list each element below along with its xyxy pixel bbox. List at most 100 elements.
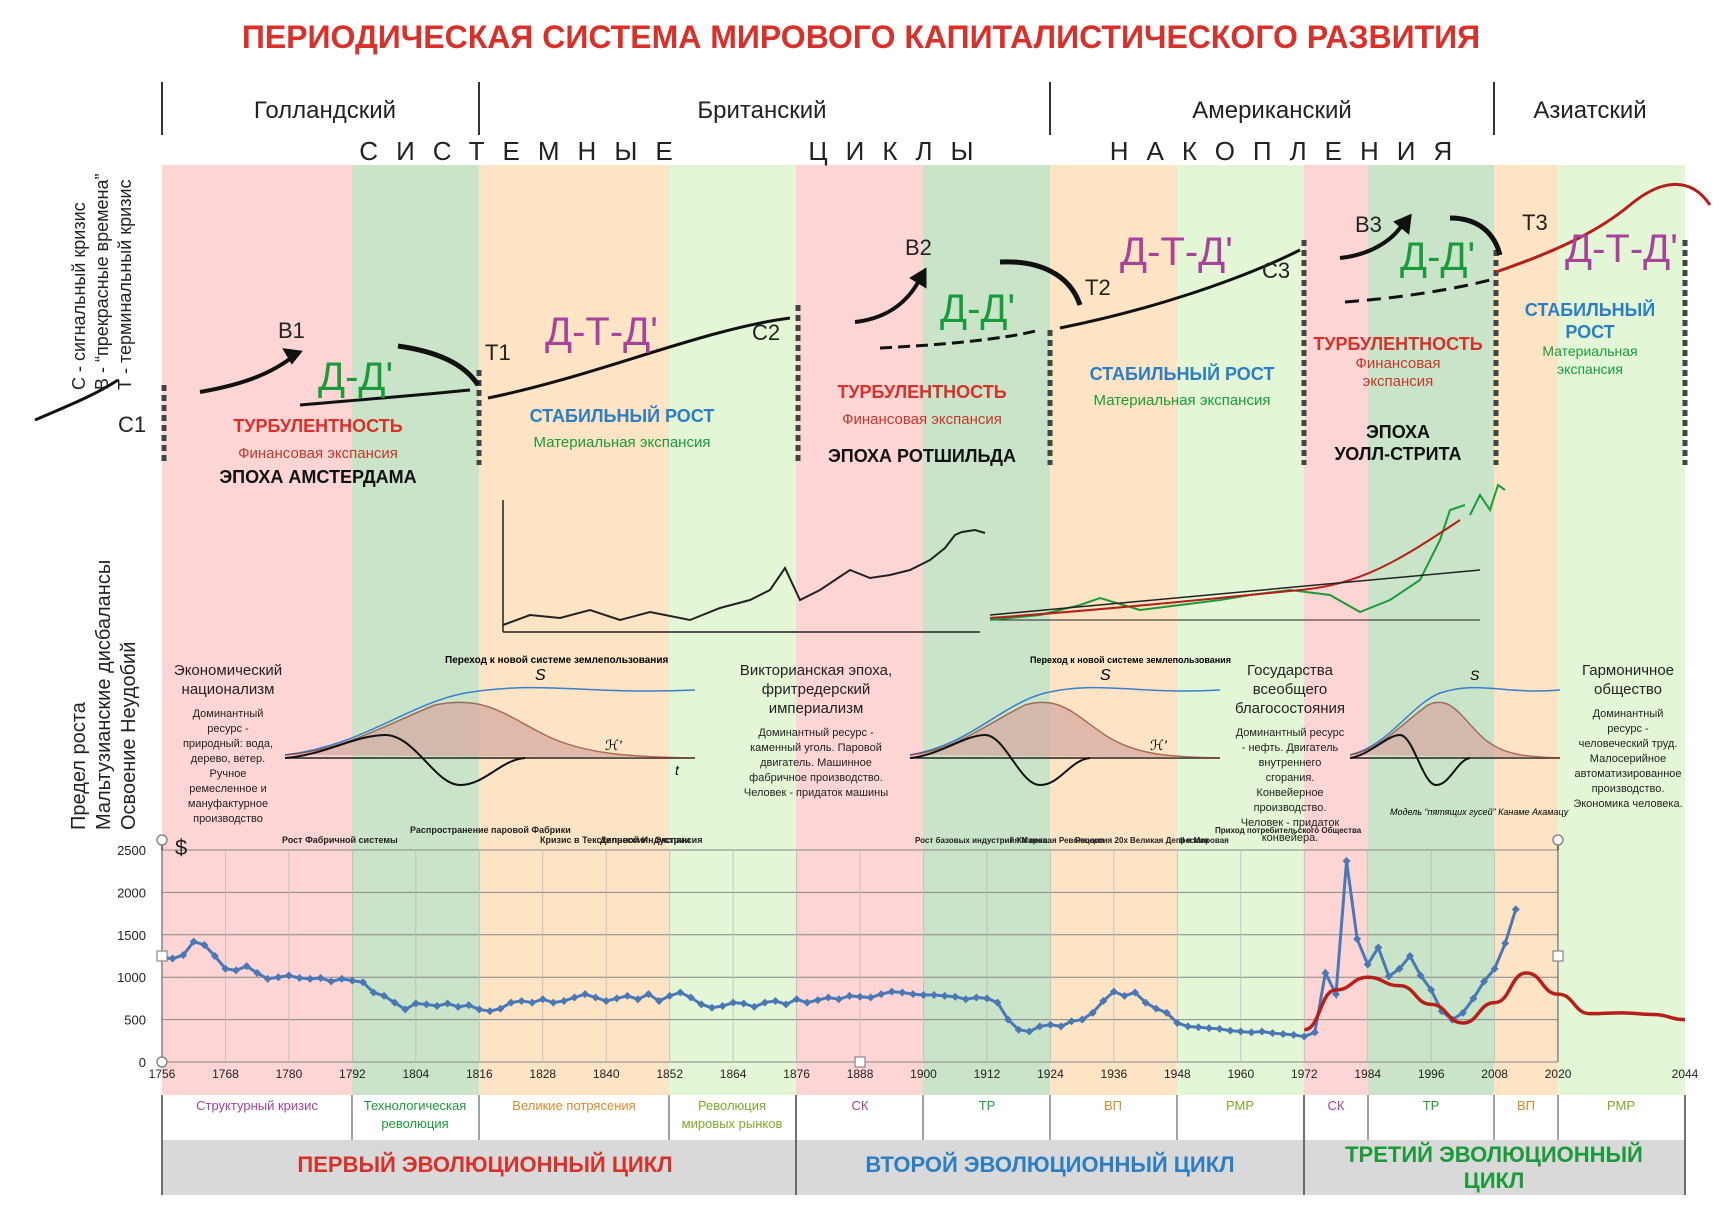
x-tick-3: 1792 bbox=[339, 1067, 366, 1081]
price-point bbox=[845, 991, 854, 1000]
band-rmr-1b: мировых рынков bbox=[682, 1116, 783, 1131]
band-tr-1a: Технологическая bbox=[364, 1098, 467, 1113]
econ_nat_sub-line-0: Доминантный bbox=[193, 708, 264, 720]
welfare_sub-line-5: производство. bbox=[1254, 802, 1327, 814]
label-t1: T1 bbox=[485, 340, 511, 365]
price-point bbox=[559, 996, 568, 1005]
price-point bbox=[856, 992, 865, 1001]
cycle-american: Американский bbox=[1192, 97, 1352, 124]
price-point bbox=[1173, 1018, 1182, 1027]
w2-event-3: Великая Депрессия bbox=[1130, 836, 1209, 845]
welfare-line-1: всеобщего bbox=[1253, 681, 1328, 698]
bg-rmr-3 bbox=[1558, 165, 1685, 1095]
wave-2: S ℋ' Переход к новой системе землепользо… bbox=[909, 655, 1231, 787]
x-tick-0: 1756 bbox=[149, 1067, 176, 1081]
axis-knob-1[interactable] bbox=[156, 1056, 168, 1068]
price-point bbox=[877, 990, 886, 999]
wave1-transition: Переход к новой системе землепользования bbox=[445, 655, 668, 666]
price-point bbox=[792, 995, 801, 1004]
y-tick-4: 2000 bbox=[117, 885, 146, 900]
axis-knob-2[interactable] bbox=[1552, 834, 1564, 846]
welfare_sub-line-1: - нефть. Двигатель bbox=[1242, 742, 1339, 754]
harmonic_sub-line-1: ресурс - bbox=[1607, 723, 1649, 735]
econ_nat_sub-line-3: дерево, ветер. bbox=[191, 753, 265, 765]
curve-c1-intro bbox=[34, 378, 119, 422]
welfare_sub-line-2: внутреннего bbox=[1259, 757, 1322, 769]
price-point bbox=[232, 966, 241, 975]
x-tick-19: 1984 bbox=[1354, 1067, 1381, 1081]
band-tr-3: ТР bbox=[1423, 1098, 1440, 1113]
bottom-phases: Структурный кризис Технологическая револ… bbox=[161, 1095, 1686, 1195]
evo-cycle-2: ВТОРОЙ ЭВОЛЮЦИОННЫЙ ЦИКЛ bbox=[865, 1152, 1234, 1177]
price-point bbox=[940, 991, 949, 1000]
curve-t1-c2 bbox=[487, 316, 791, 400]
price-point bbox=[1004, 1015, 1013, 1024]
arrow-t1 bbox=[397, 343, 481, 387]
stable-3b: РОСТ bbox=[1565, 322, 1614, 342]
welfare-line-0: Государства bbox=[1247, 662, 1334, 679]
x-handle[interactable] bbox=[854, 1056, 866, 1068]
price-point bbox=[686, 993, 695, 1002]
price-point bbox=[581, 990, 590, 999]
axis-knob-0[interactable] bbox=[156, 834, 168, 846]
band-rmr-3: РМР bbox=[1607, 1098, 1635, 1113]
label-t2: T2 bbox=[1085, 275, 1111, 300]
x-tick-17: 1960 bbox=[1227, 1067, 1254, 1081]
price-point bbox=[411, 999, 420, 1008]
price-point bbox=[1046, 1020, 1055, 1029]
price-point bbox=[1257, 1027, 1266, 1036]
price-point bbox=[1268, 1029, 1277, 1038]
price-point bbox=[1078, 1015, 1087, 1024]
price-point bbox=[507, 998, 516, 1007]
price-point bbox=[676, 988, 685, 997]
price-point bbox=[1384, 972, 1393, 981]
formula-dd-1: Д-Д' bbox=[318, 355, 393, 399]
price-point bbox=[253, 968, 262, 977]
curve-b3-dashed bbox=[1344, 278, 1491, 304]
label-b2: B2 bbox=[905, 235, 932, 260]
welfare-line-2: благосостояния bbox=[1235, 700, 1345, 717]
axis-handle-1[interactable] bbox=[1552, 950, 1564, 962]
x-tick-1: 1768 bbox=[212, 1067, 239, 1081]
price-point bbox=[1363, 960, 1372, 969]
w2-event-5: Приход потребительского Общества bbox=[1215, 826, 1362, 835]
price-point bbox=[729, 998, 738, 1007]
harmonic_sub-line-3: Малосерийное bbox=[1590, 753, 1666, 765]
price-point bbox=[633, 995, 642, 1004]
price-point bbox=[1141, 998, 1150, 1007]
x-tick-11: 1888 bbox=[847, 1067, 874, 1081]
price-point bbox=[1310, 1028, 1319, 1037]
price-point bbox=[221, 964, 230, 973]
price-point bbox=[591, 993, 600, 1002]
econ_nat-line-0: Экономический bbox=[174, 662, 282, 679]
x-tick-22: 2020 bbox=[1545, 1067, 1572, 1081]
fin-exp-2: Финансовая экспансия bbox=[842, 411, 1002, 428]
price-point bbox=[1247, 1028, 1256, 1037]
bg-tr-2 bbox=[923, 165, 1050, 1095]
turbulence-3: ТУРБУЛЕНТНОСТЬ bbox=[1313, 334, 1482, 354]
harmonic-line-1: общество bbox=[1594, 681, 1662, 698]
price-point bbox=[1215, 1024, 1224, 1033]
band-tr-1b: революция bbox=[381, 1116, 448, 1131]
w1-event-2: Кризис в Текстильной Индустрии bbox=[540, 835, 690, 845]
y-tick-5: 2500 bbox=[117, 843, 146, 858]
wave-3: S Модель “пятящих гусей” Канаме Акамацу bbox=[1349, 667, 1569, 817]
x-tick-21: 2008 bbox=[1481, 1067, 1508, 1081]
axis-handle-0[interactable] bbox=[156, 950, 168, 962]
price-point bbox=[993, 998, 1002, 1007]
price-point bbox=[1025, 1027, 1034, 1036]
price-point bbox=[1014, 1025, 1023, 1034]
evo-cycle-3a: ТРЕТИЙ ЭВОЛЮЦИОННЫЙ bbox=[1345, 1142, 1643, 1167]
w2-event-1: I я Мировая Революция bbox=[1010, 836, 1105, 845]
price-point bbox=[1416, 971, 1425, 980]
wave1-h2: ℋ' bbox=[605, 737, 623, 753]
welfare_sub-line-0: Доминантный ресурс bbox=[1236, 727, 1345, 739]
price-point bbox=[760, 998, 769, 1007]
band-sk-3: СК bbox=[1328, 1098, 1345, 1113]
price-point bbox=[549, 998, 558, 1007]
wave2-h2: ℋ' bbox=[1150, 737, 1168, 753]
turbulence-2: ТУРБУЛЕНТНОСТЬ bbox=[837, 382, 1006, 402]
bg-sk-2 bbox=[796, 165, 923, 1095]
descriptions: Экономический национализм Доминантный ресур… bbox=[174, 662, 1683, 844]
